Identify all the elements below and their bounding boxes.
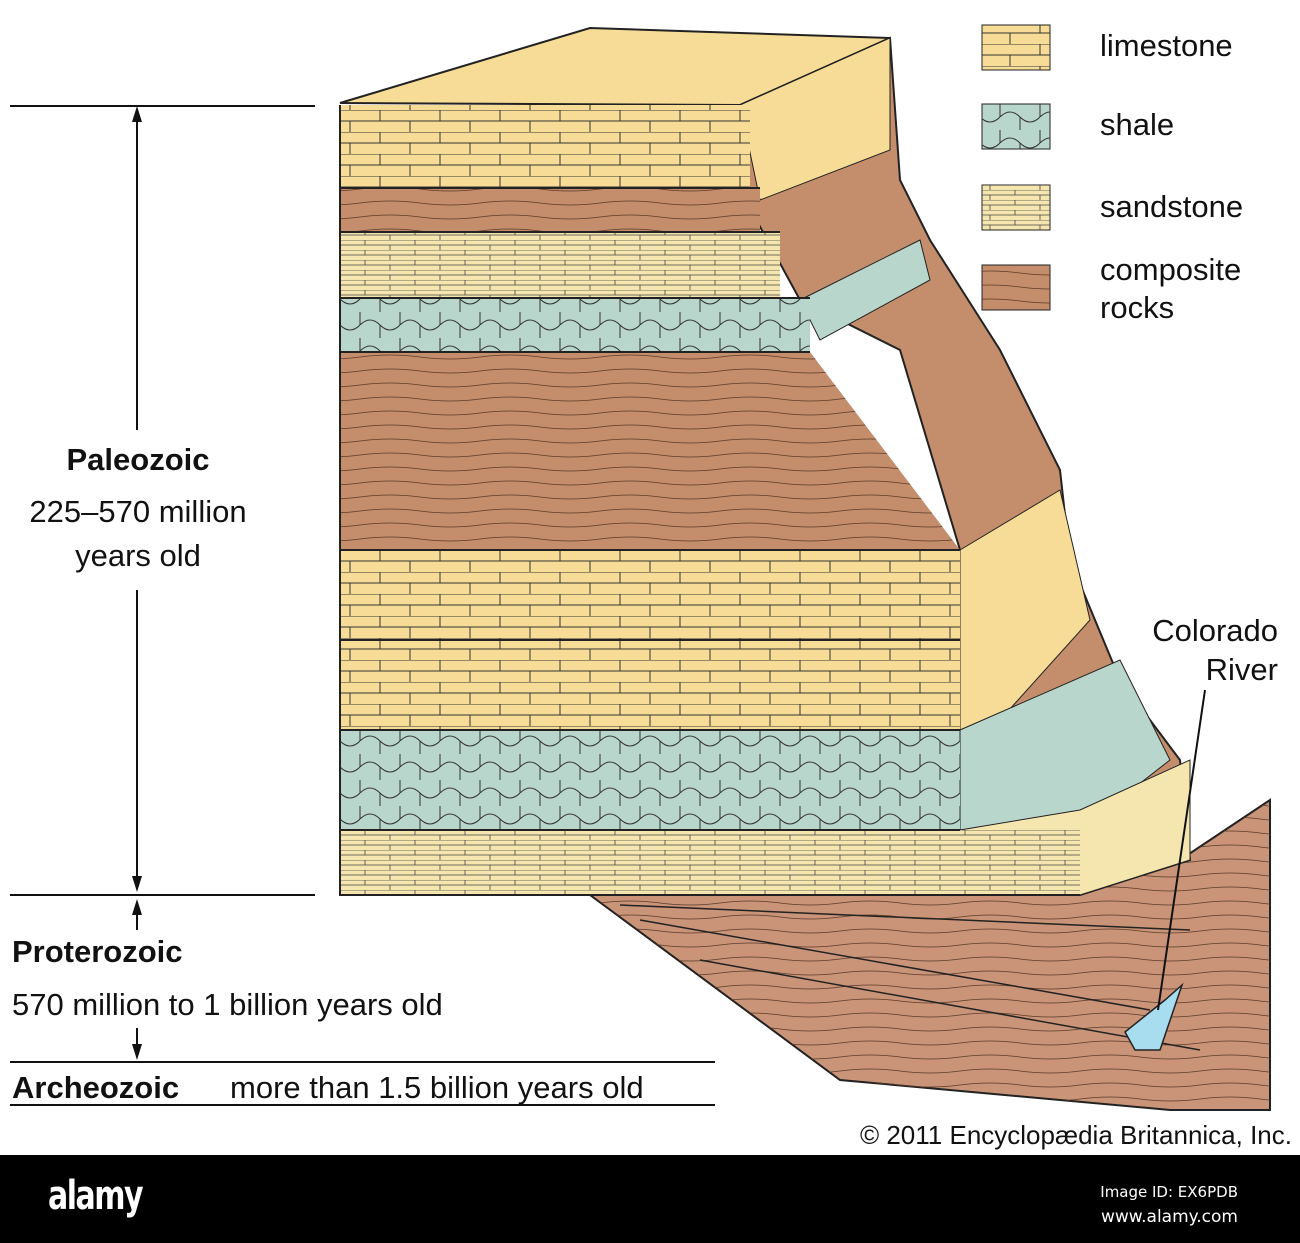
river-label-line1: Colorado: [1152, 613, 1278, 648]
proterozoic-label: Proterozoic: [12, 934, 183, 969]
legend-item-shale: shale: [981, 103, 1174, 150]
site-url: www.alamy.com: [1100, 1207, 1238, 1227]
svg-text:composite: composite: [1100, 252, 1241, 287]
copyright: © 2011 Encyclopædia Britannica, Inc.: [860, 1120, 1292, 1150]
archeozoic-age: more than 1.5 billion years old: [230, 1070, 644, 1105]
svg-text:shale: shale: [1100, 107, 1174, 142]
watermark-footer: alamy Image ID: EX6PDB www.alamy.com: [0, 1155, 1300, 1243]
alamy-logo: alamy: [48, 1173, 144, 1219]
era-brackets: [10, 105, 715, 1106]
strata-front: [339, 105, 1080, 896]
legend-item-composite-rocks: composite rocks: [981, 252, 1241, 325]
svg-text:sandstone: sandstone: [1100, 189, 1243, 224]
archeozoic-label: Archeozoic: [12, 1070, 179, 1105]
legend: limestone shale sandstone composite rock…: [981, 24, 1243, 325]
legend-item-limestone: limestone: [981, 24, 1233, 71]
paleozoic-label: Paleozoic: [67, 442, 210, 477]
grand-canyon-strata-diagram: Paleozoic 225–570 million years old Prot…: [10, 24, 1292, 1150]
paleozoic-age-line2: years old: [75, 538, 201, 573]
legend-item-sandstone: sandstone: [981, 184, 1243, 231]
svg-text:rocks: rocks: [1100, 290, 1174, 325]
image-id: Image ID: EX6PDB: [1100, 1183, 1238, 1201]
svg-text:limestone: limestone: [1100, 28, 1233, 63]
paleozoic-age-line1: 225–570 million: [29, 494, 246, 529]
river-label-line2: River: [1206, 652, 1278, 687]
proterozoic-age: 570 million to 1 billion years old: [12, 987, 443, 1022]
